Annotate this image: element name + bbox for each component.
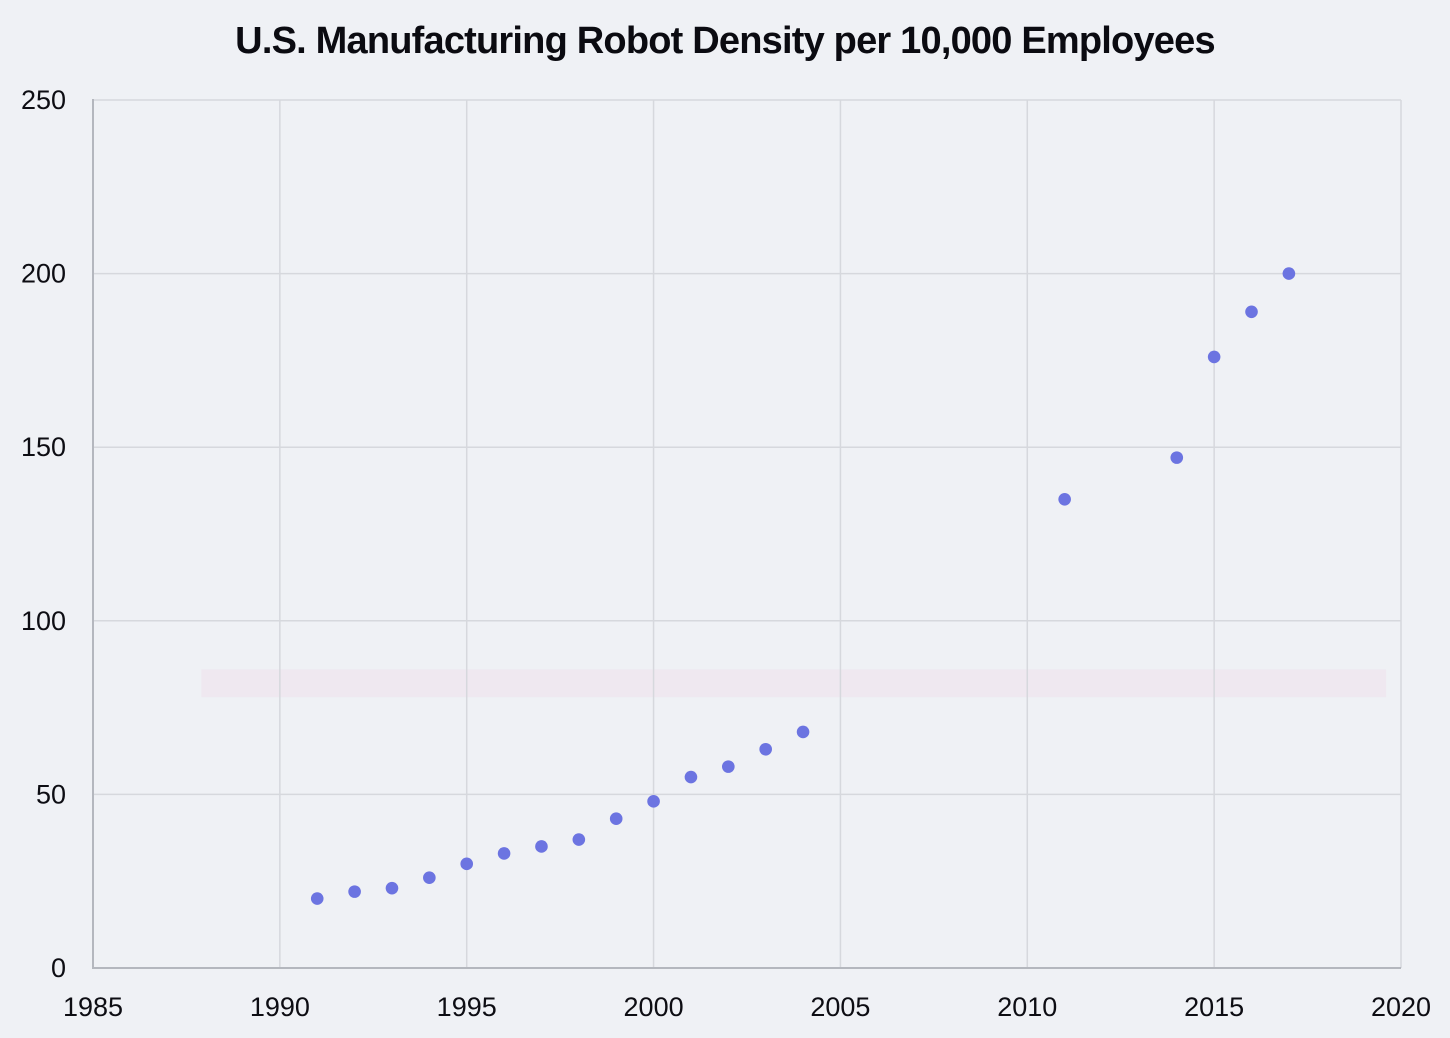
highlight-band xyxy=(201,669,1387,698)
data-point-2003[interactable] xyxy=(759,742,772,756)
data-point-2014[interactable] xyxy=(1170,451,1184,464)
data-point-2004[interactable] xyxy=(796,725,810,739)
y-tick-label: 200 xyxy=(21,259,66,289)
data-point-2001[interactable] xyxy=(684,770,698,784)
y-tick-label: 0 xyxy=(51,953,66,983)
data-point-1992[interactable] xyxy=(348,885,361,898)
x-tick-label: 1985 xyxy=(63,992,123,1022)
x-tick-label: 2000 xyxy=(624,992,684,1022)
data-point-1996[interactable] xyxy=(497,847,511,860)
data-point-2002[interactable] xyxy=(722,760,735,773)
data-point-1994[interactable] xyxy=(423,871,436,885)
data-point-1999[interactable] xyxy=(609,812,623,826)
data-point-2016[interactable] xyxy=(1245,305,1258,319)
data-point-2011[interactable] xyxy=(1058,492,1071,506)
y-tick-label: 100 xyxy=(21,606,66,636)
data-point-1997[interactable] xyxy=(535,840,548,853)
x-tick-label: 2010 xyxy=(997,992,1057,1022)
data-point-1993[interactable] xyxy=(385,881,399,895)
x-tick-label: 1990 xyxy=(250,992,310,1022)
data-point-2015[interactable] xyxy=(1207,350,1221,364)
data-point-1998[interactable] xyxy=(572,833,586,846)
y-tick-label: 150 xyxy=(21,432,66,462)
y-tick-label: 250 xyxy=(21,85,66,115)
y-tick-label: 50 xyxy=(36,779,66,809)
x-tick-label: 2005 xyxy=(810,992,870,1022)
data-point-1991[interactable] xyxy=(310,892,324,905)
x-tick-label: 1995 xyxy=(437,992,497,1022)
data-point-2017[interactable] xyxy=(1282,267,1296,280)
chart-title: U.S. Manufacturing Robot Density per 10,… xyxy=(235,20,1215,62)
x-tick-label: 2020 xyxy=(1371,992,1431,1022)
x-tick-label: 2015 xyxy=(1184,992,1244,1022)
data-point-2000[interactable] xyxy=(647,795,660,808)
data-point-1995[interactable] xyxy=(460,857,474,871)
